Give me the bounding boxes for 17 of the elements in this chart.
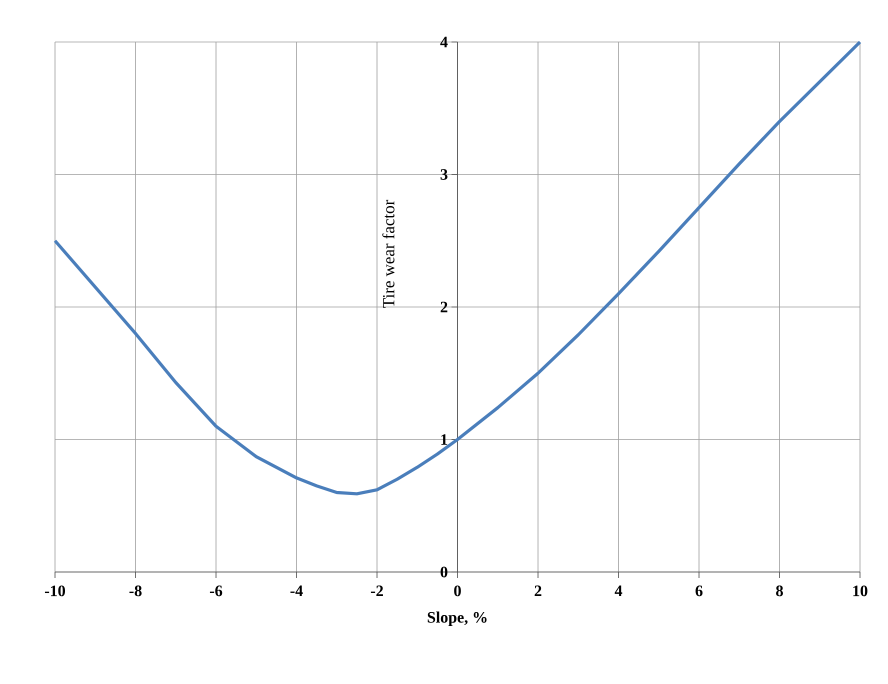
x-tick-label: 6 <box>696 586 703 596</box>
x-tick-label: 4 <box>614 586 622 596</box>
x-tick-label: 0 <box>454 586 461 596</box>
y-axis-title: Tire wear factor <box>382 200 394 308</box>
x-tick-label: 2 <box>534 586 542 596</box>
y-tick-label: 4 <box>440 36 448 48</box>
y-tick-label: 1 <box>441 434 448 445</box>
x-tick-label: 10 <box>853 586 868 596</box>
x-tick-label: -10 <box>44 586 66 596</box>
x-axis-title: Slope, % <box>428 612 487 626</box>
x-tick-label: -8 <box>129 586 142 596</box>
y-tick-label: 3 <box>440 169 448 180</box>
y-tick-label: 2 <box>440 302 448 312</box>
x-tick-label: 8 <box>776 586 783 596</box>
x-tick-label: -2 <box>370 586 383 596</box>
x-tick-label: -6 <box>210 586 222 596</box>
x-tick-label: -4 <box>290 586 303 596</box>
